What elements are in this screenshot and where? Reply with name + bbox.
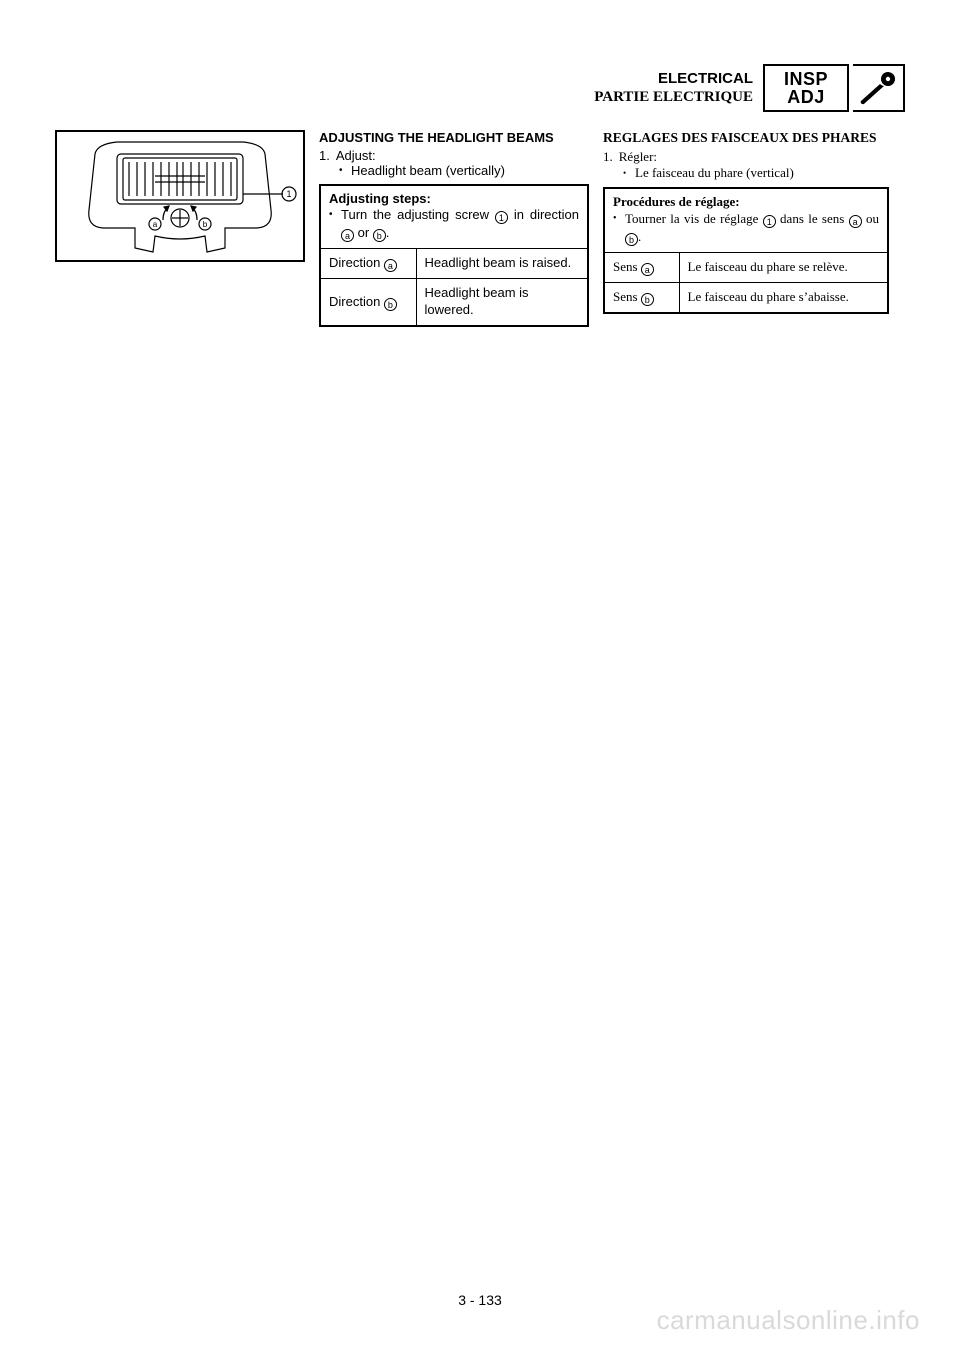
circled-b-icon: b <box>373 229 386 242</box>
watermark: carmanualsonline.info <box>657 1305 920 1336</box>
table-row: Direction b Headlight beam is lowered. <box>321 279 587 325</box>
en-direction-table: Direction a Headlight beam is raised. Di… <box>321 248 587 325</box>
header-title-en: ELECTRICAL <box>594 70 753 88</box>
english-column: ADJUSTING THE HEADLIGHT BEAMS 1. Adjust:… <box>319 130 589 327</box>
page-header: ELECTRICAL PARTIE ELECTRIQUE INSP ADJ <box>55 60 905 116</box>
en-dir-b-label: Direction b <box>321 279 416 325</box>
fr-box-or: ou <box>862 211 879 226</box>
circled-a-icon: a <box>384 259 397 272</box>
table-row: Sens a Le faisceau du phare se relève. <box>605 252 887 282</box>
wrench-icon <box>858 70 898 106</box>
fr-box-pre: Tourner la vis de réglage <box>625 211 763 226</box>
circled-a-icon: a <box>341 229 354 242</box>
fr-dir-prefix: Sens <box>613 259 641 274</box>
en-bullet: Headlight beam (vertically) <box>319 163 589 178</box>
content-row: a b 1 ADJUSTING THE HEADLIGHT BEAMS 1. A… <box>55 130 905 327</box>
fr-direction-table: Sens a Le faisceau du phare se relève. S… <box>605 252 887 312</box>
page: ELECTRICAL PARTIE ELECTRIQUE INSP ADJ <box>0 0 960 1358</box>
circled-1-icon: 1 <box>763 215 776 228</box>
fr-step-line: 1. Régler: <box>603 149 889 165</box>
fr-dir-prefix: Sens <box>613 289 641 304</box>
en-box-line: Turn the adjusting screw 1 in direction … <box>329 206 579 242</box>
fr-dir-a-val: Le faisceau du phare se relève. <box>679 252 887 282</box>
header-titles: ELECTRICAL PARTIE ELECTRIQUE <box>594 70 753 106</box>
en-step-line: 1. Adjust: <box>319 148 589 163</box>
wrench-icon-box <box>853 64 905 112</box>
fr-bullet: Le faisceau du phare (vertical) <box>603 165 889 181</box>
insp-adj-badge: INSP ADJ <box>763 64 849 112</box>
fr-heading: REGLAGES DES FAISCEAUX DES PHARES <box>603 130 889 147</box>
fr-adjusting-box: Procédures de réglage: Tourner la vis de… <box>603 187 889 314</box>
table-row: Sens b Le faisceau du phare s’abaisse. <box>605 282 887 312</box>
circled-1-icon: 1 <box>495 211 508 224</box>
fr-dir-a-label: Sens a <box>605 252 679 282</box>
en-step-num: 1. <box>319 148 330 163</box>
fr-dir-b-val: Le faisceau du phare s’abaisse. <box>679 282 887 312</box>
headlight-diagram-svg: a b 1 <box>57 132 303 260</box>
en-box-or: or <box>354 225 373 240</box>
fr-box-body: Tourner la vis de réglage 1 dans le sens… <box>605 210 887 252</box>
en-heading: ADJUSTING THE HEADLIGHT BEAMS <box>319 130 589 146</box>
en-adjusting-box: Adjusting steps: Turn the adjusting scre… <box>319 184 589 327</box>
en-box-body: Turn the adjusting screw 1 in direction … <box>321 206 587 248</box>
en-dir-prefix: Direction <box>329 255 384 270</box>
diagram-column: a b 1 <box>55 130 305 327</box>
fr-dir-b-label: Sens b <box>605 282 679 312</box>
fr-box-title: Procédures de réglage: <box>605 189 887 210</box>
circled-a-icon: a <box>641 263 654 276</box>
circled-b-icon: b <box>641 293 654 306</box>
en-box-mid: in direction <box>508 207 579 222</box>
en-box-title: Adjusting steps: <box>321 186 587 206</box>
svg-text:b: b <box>203 220 208 229</box>
headlight-diagram: a b 1 <box>55 130 305 262</box>
svg-text:a: a <box>153 220 158 229</box>
table-row: Direction a Headlight beam is raised. <box>321 249 587 279</box>
insp-label: INSP <box>784 70 828 88</box>
fr-step-num: 1. <box>603 149 613 165</box>
circled-b-icon: b <box>384 298 397 311</box>
adj-label: ADJ <box>787 88 825 106</box>
circled-a-icon: a <box>849 215 862 228</box>
fr-box-mid: dans le sens <box>776 211 849 226</box>
en-box-end: . <box>386 225 390 240</box>
header-title-fr: PARTIE ELECTRIQUE <box>594 88 753 106</box>
en-box-pre: Turn the adjusting screw <box>341 207 495 222</box>
french-column: REGLAGES DES FAISCEAUX DES PHARES 1. Rég… <box>603 130 889 327</box>
svg-text:1: 1 <box>286 189 291 199</box>
fr-box-line: Tourner la vis de réglage 1 dans le sens… <box>613 210 879 246</box>
en-dir-b-val: Headlight beam is lowered. <box>416 279 587 325</box>
en-dir-a-val: Headlight beam is raised. <box>416 249 587 279</box>
en-step-text: Adjust: <box>336 148 376 163</box>
fr-box-end: . <box>638 229 641 244</box>
en-dir-a-label: Direction a <box>321 249 416 279</box>
fr-step-text: Régler: <box>619 149 657 165</box>
en-dir-prefix: Direction <box>329 294 384 309</box>
circled-b-icon: b <box>625 233 638 246</box>
